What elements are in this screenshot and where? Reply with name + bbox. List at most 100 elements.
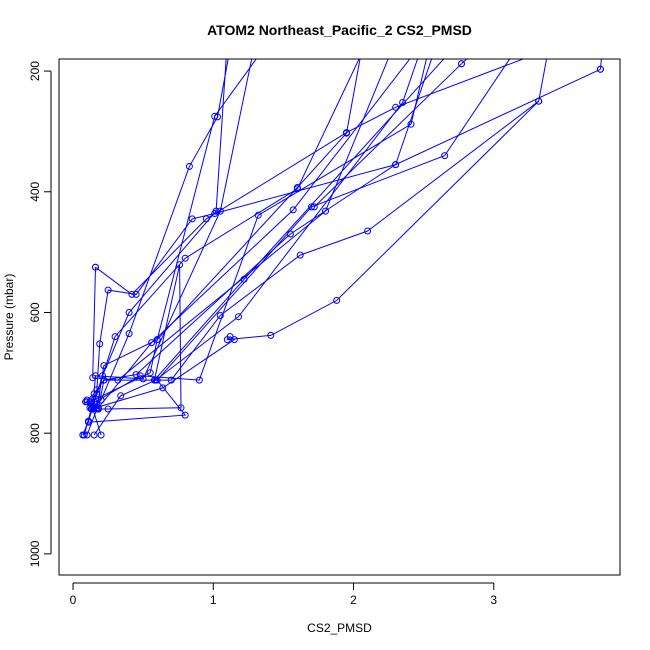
data-point [392,103,400,111]
profile-line-14 [92,59,389,381]
data-point [89,405,97,413]
data-point [96,340,104,348]
y-tick-label: 1000 [28,540,42,567]
profile-line-18 [89,59,257,410]
data-point [104,286,112,294]
data-point [139,375,147,383]
data-points-layer [79,60,604,439]
data-point [99,372,106,380]
profile-line-3 [461,59,468,65]
data-point [202,215,210,223]
profile-line-2 [313,63,462,208]
data-point [79,431,87,439]
data-point [176,261,184,269]
data-point [458,60,465,68]
profile-line-13 [91,100,540,410]
data-point [132,290,140,298]
data-point [296,251,304,259]
data-point [104,405,112,413]
data-point [364,227,372,235]
data-point [83,431,91,439]
data-point [97,431,105,439]
data-point [92,372,99,380]
profile-line-8 [93,59,419,436]
data-point [308,203,315,211]
data-point [150,376,158,384]
data-point [289,206,297,214]
data-point [441,152,449,160]
data-point [132,371,140,379]
axes-layer: 0 1 2 3 200 400 600 800 1000 [28,61,497,607]
x-tick-label: 2 [350,593,357,607]
data-point [181,411,189,419]
y-tick-label: 200 [28,61,42,81]
data-point [100,376,108,384]
profile-line-1 [599,59,602,70]
data-point [167,376,175,384]
data-point [596,65,604,73]
data-point [211,112,219,120]
data-point [254,211,262,219]
data-point [100,362,108,370]
profile-line-20 [82,59,227,436]
data-point [214,113,221,121]
data-point [90,390,98,398]
data-point [223,336,231,344]
y-tick-label: 600 [28,302,42,322]
data-point [188,215,196,223]
data-point [310,203,318,211]
data-point [181,254,189,262]
data-point [333,296,341,304]
data-point [125,330,133,338]
data-point [97,396,105,404]
data-point [399,99,407,106]
y-tick-label: 800 [28,423,42,443]
data-point [148,339,156,347]
data-point [128,290,136,298]
data-point [83,398,91,406]
data-point [93,390,101,398]
y-tick-label: 400 [28,181,42,201]
data-point [153,376,161,384]
data-point [286,230,294,238]
profile-line-17 [92,59,253,408]
data-point [153,336,161,344]
profile-line-4 [89,68,601,409]
data-point [185,162,193,170]
profile-line-12 [85,59,548,410]
data-point [159,384,167,392]
data-point [267,331,275,339]
data-point [535,97,543,105]
data-point [114,376,122,384]
data-point [216,207,224,215]
data-point [90,431,98,439]
x-tick-label: 0 [70,593,77,607]
data-point [125,309,133,316]
profile-line-15 [95,59,525,296]
data-point [212,207,220,215]
data-point [240,275,248,283]
data-point [407,120,415,128]
x-tick-label: 1 [210,593,217,607]
chart-title: ATOM2 Northeast_Pacific_2 CS2_PMSD [207,22,472,38]
data-point [343,129,350,137]
x-axis-label: CS2_PMSD [307,621,372,635]
plot-frame [58,58,621,576]
data-point [235,313,242,321]
data-point [92,263,99,271]
data-point [216,312,224,319]
x-tick-label: 3 [490,593,497,607]
y-axis-label: Pressure (mbar) [2,274,16,361]
profile-line-19 [86,59,360,403]
data-point [293,185,301,193]
data-point [392,161,400,169]
data-point [111,333,119,341]
data-point [195,376,203,384]
data-point [85,417,92,425]
data-point [86,398,94,406]
profile-line-11 [88,59,511,423]
data-point [322,207,329,215]
data-point [117,392,125,400]
data-point [146,369,154,377]
